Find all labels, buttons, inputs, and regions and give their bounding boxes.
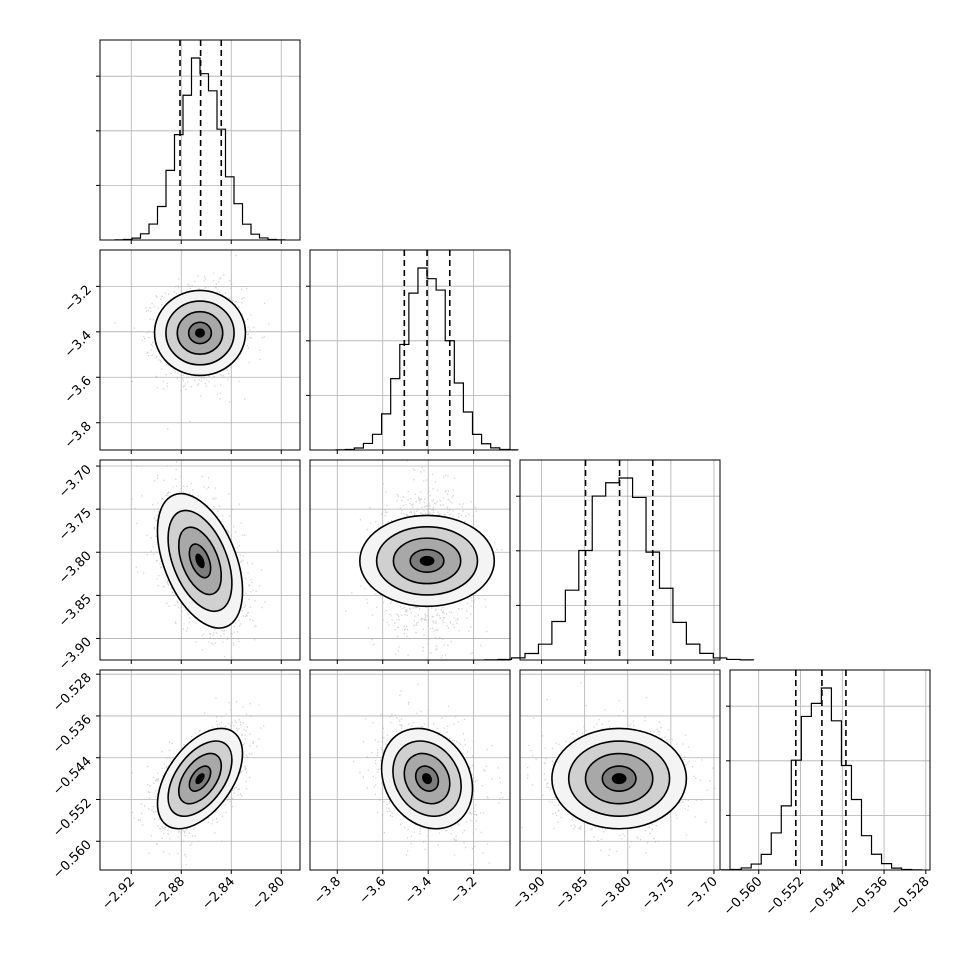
contour-line xyxy=(584,752,654,805)
y-tick-label: −3.2 xyxy=(62,283,95,316)
histogram-panel-3 xyxy=(720,669,931,871)
y-tick-label: −3.85 xyxy=(56,592,95,631)
contour-line xyxy=(551,727,688,830)
density-peak xyxy=(422,773,433,785)
scatter-panel-2-0 xyxy=(99,459,301,661)
contour-line xyxy=(567,740,671,818)
scatter-panel-1-0 xyxy=(99,249,301,451)
density-peak xyxy=(195,553,205,569)
x-tick-label: −2.80 xyxy=(249,874,288,913)
panel-frame xyxy=(99,249,301,451)
contour-line xyxy=(156,492,244,629)
density-peak xyxy=(419,555,435,566)
x-tick-label: −2.84 xyxy=(199,874,238,913)
contour-line xyxy=(167,740,233,818)
x-tick-label: −0.552 xyxy=(763,874,808,919)
contour-line xyxy=(176,310,224,356)
x-tick-label: −3.4 xyxy=(402,874,435,907)
contour-line xyxy=(409,548,445,574)
y-tick-label: −3.80 xyxy=(56,548,95,587)
contour-line xyxy=(187,321,213,345)
y-tick-label: −3.70 xyxy=(56,462,95,501)
contour-line xyxy=(392,740,462,818)
histogram-panel-0 xyxy=(96,39,301,241)
contour-line xyxy=(188,765,212,792)
contour-line xyxy=(380,727,474,830)
x-tick-label: −2.92 xyxy=(99,874,138,913)
x-tick-label: −0.560 xyxy=(721,874,766,919)
panel-frame xyxy=(519,669,721,871)
contour-line xyxy=(156,727,244,830)
x-tick-label: −2.88 xyxy=(149,874,188,913)
contour-line xyxy=(177,526,223,596)
y-tick-label: −0.544 xyxy=(50,754,95,799)
y-tick-label: −0.528 xyxy=(50,670,95,715)
panel-frame xyxy=(99,39,301,241)
density-peak xyxy=(195,773,205,785)
x-tick-label: −3.90 xyxy=(510,874,549,913)
y-tick-label: −3.4 xyxy=(62,328,95,361)
contour-line xyxy=(165,300,235,366)
x-tick-label: −3.70 xyxy=(682,874,721,913)
x-tick-label: −3.85 xyxy=(553,874,592,913)
x-tick-label: −3.75 xyxy=(639,874,678,913)
y-tick-label: −0.536 xyxy=(50,712,95,757)
panel-frame xyxy=(729,669,931,871)
contour-line xyxy=(403,752,451,805)
scatter-panel-3-1 xyxy=(309,669,511,871)
scatter-panel-2-1 xyxy=(309,459,511,661)
density-peak xyxy=(611,773,627,785)
density-peak xyxy=(195,328,205,338)
panel-frame xyxy=(309,669,511,871)
contour-line xyxy=(153,289,247,377)
x-tick-label: −3.2 xyxy=(448,874,481,907)
y-tick-label: −3.75 xyxy=(56,505,95,544)
panel-frame xyxy=(99,459,301,661)
contour-line xyxy=(167,509,233,613)
x-tick-label: −0.536 xyxy=(846,874,891,919)
panel-frame xyxy=(309,459,511,661)
contour-line xyxy=(188,543,212,579)
contour-line xyxy=(375,525,479,596)
x-tick-label: −0.544 xyxy=(804,874,849,919)
contour-line xyxy=(414,765,440,792)
contour-line xyxy=(177,752,223,805)
x-tick-label: −3.80 xyxy=(596,874,635,913)
scatter-panel-3-0 xyxy=(99,669,301,871)
contour-line xyxy=(392,537,462,585)
y-tick-label: −0.560 xyxy=(50,838,95,883)
scatter-panel-3-2 xyxy=(519,669,721,871)
x-tick-label: −3.6 xyxy=(357,874,390,907)
y-tick-label: −3.8 xyxy=(62,419,95,452)
y-tick-label: −0.552 xyxy=(50,796,95,841)
y-tick-label: −3.90 xyxy=(56,635,95,674)
histogram-panel-2 xyxy=(484,459,755,661)
y-tick-label: −3.6 xyxy=(62,373,95,406)
contour-line xyxy=(359,514,496,608)
x-tick-label: −0.528 xyxy=(888,874,933,919)
panel-frame xyxy=(99,669,301,871)
panel-frame xyxy=(519,459,721,661)
contour-line xyxy=(601,765,637,792)
scatter-points xyxy=(131,697,265,866)
panel-frame xyxy=(309,249,511,451)
histogram-panel-1 xyxy=(306,249,519,451)
x-tick-label: −3.8 xyxy=(311,874,344,907)
